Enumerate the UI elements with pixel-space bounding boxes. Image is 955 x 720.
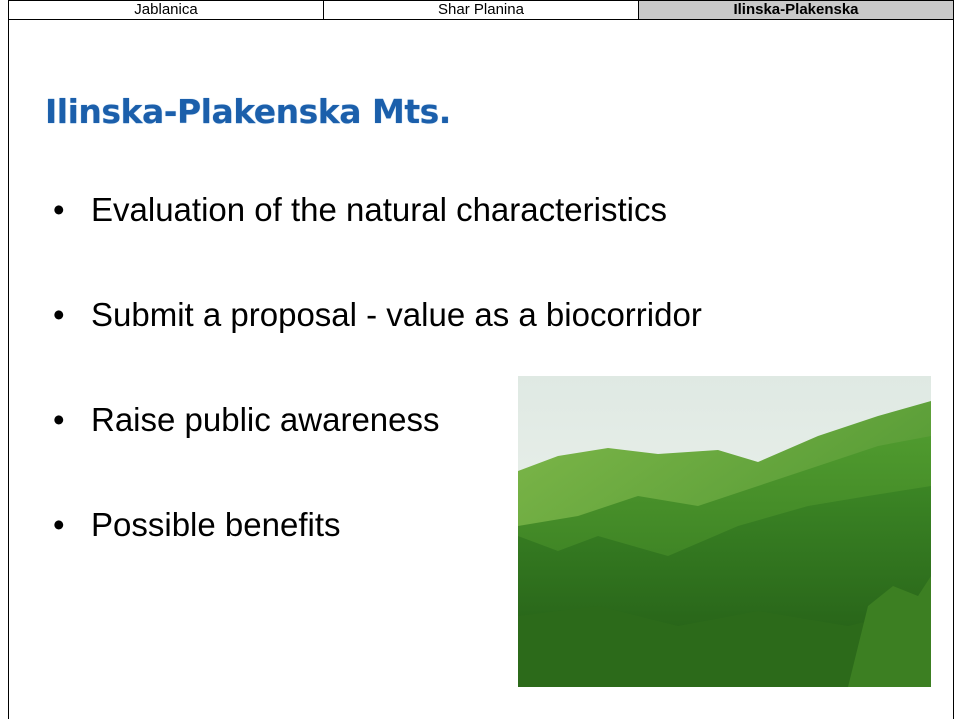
bullet: Evaluation of the natural characteristic… [53, 190, 702, 295]
slide: Jablanica Shar Planina Ilinska-Plakenska… [8, 0, 954, 719]
tab[interactable]: Jablanica [9, 1, 324, 19]
tab-bar: Jablanica Shar Planina Ilinska-Plakenska [9, 0, 953, 20]
page: Jablanica Shar Planina Ilinska-Plakenska… [0, 0, 955, 720]
mountain-photo [518, 376, 931, 687]
slide-title: Ilinska-Plakenska Mts. [45, 92, 451, 131]
tab[interactable]: Shar Planina [324, 1, 639, 19]
tab[interactable]: Ilinska-Plakenska [639, 1, 953, 19]
